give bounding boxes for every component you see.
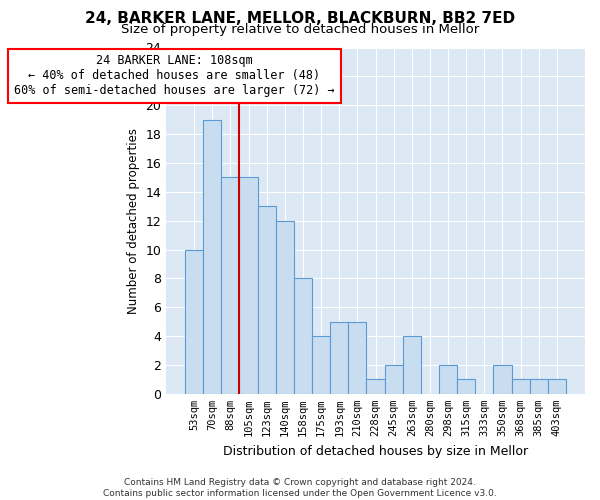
Y-axis label: Number of detached properties: Number of detached properties <box>127 128 140 314</box>
Bar <box>548 380 566 394</box>
Bar <box>457 380 475 394</box>
Bar <box>276 220 294 394</box>
Bar <box>312 336 330 394</box>
Bar <box>348 322 367 394</box>
Bar <box>330 322 348 394</box>
Bar <box>221 178 239 394</box>
Bar <box>493 365 512 394</box>
Text: 24 BARKER LANE: 108sqm
← 40% of detached houses are smaller (48)
60% of semi-det: 24 BARKER LANE: 108sqm ← 40% of detached… <box>14 54 335 98</box>
Bar <box>530 380 548 394</box>
Bar <box>403 336 421 394</box>
Bar <box>512 380 530 394</box>
Bar <box>385 365 403 394</box>
Bar <box>367 380 385 394</box>
Bar <box>185 250 203 394</box>
Text: 24, BARKER LANE, MELLOR, BLACKBURN, BB2 7ED: 24, BARKER LANE, MELLOR, BLACKBURN, BB2 … <box>85 11 515 26</box>
Bar <box>294 278 312 394</box>
X-axis label: Distribution of detached houses by size in Mellor: Distribution of detached houses by size … <box>223 444 528 458</box>
Bar <box>203 120 221 394</box>
Bar <box>239 178 257 394</box>
Text: Contains HM Land Registry data © Crown copyright and database right 2024.
Contai: Contains HM Land Registry data © Crown c… <box>103 478 497 498</box>
Bar <box>257 206 276 394</box>
Text: Size of property relative to detached houses in Mellor: Size of property relative to detached ho… <box>121 22 479 36</box>
Bar <box>439 365 457 394</box>
